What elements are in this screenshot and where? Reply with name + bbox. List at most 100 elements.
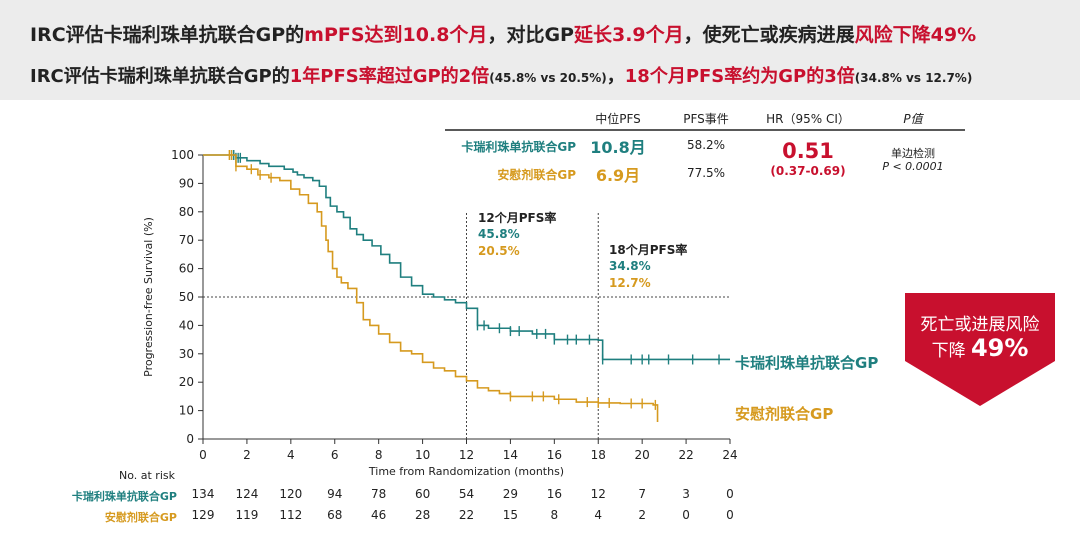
col-header-p: P值	[903, 112, 923, 126]
line2-segment-3: ，	[606, 66, 625, 87]
line1-segment-3: 延长3.9个月	[573, 24, 684, 46]
header-line-2: IRC评估卡瑞利珠单抗联合GP的1年PFS率超过GP的2倍(45.8% vs 2…	[30, 62, 972, 88]
risk-count-arm2: 0	[726, 508, 734, 522]
y-tick-label: 50	[179, 290, 194, 304]
x-tick-label: 2	[243, 448, 251, 462]
line2-segment-1: 1年PFS率超过GP的2倍	[289, 66, 490, 87]
risk-count-arm1: 120	[279, 487, 303, 501]
y-tick-label: 100	[171, 148, 194, 162]
hr-value: 0.51	[782, 139, 834, 163]
risk-arm2-name: 安慰剂联合GP	[104, 511, 177, 524]
line2-segment-4: 18个月PFS率约为GP的3倍	[624, 66, 855, 87]
table-arm2-median: 6.9月	[595, 166, 641, 185]
risk-count-arm1: 12	[590, 487, 606, 501]
table-arm1-median: 10.8月	[590, 138, 646, 157]
risk-count-arm2: 2	[638, 508, 646, 522]
risk-count-arm1: 7	[638, 487, 646, 501]
risk-count-arm2: 119	[235, 508, 259, 522]
x-tick-label: 6	[331, 448, 339, 462]
x-tick-label: 18	[591, 448, 606, 462]
hr-ci: (0.37-0.69)	[770, 164, 846, 178]
risk-count-arm1: 16	[546, 487, 562, 501]
annot-18m-arm1: 34.8%	[609, 259, 651, 273]
risk-count-arm2: 15	[502, 508, 519, 522]
x-tick-label: 20	[635, 448, 650, 462]
line2-segment-5: (34.8% vs 12.7%)	[854, 71, 973, 85]
x-tick-label: 16	[547, 448, 562, 462]
y-tick-label: 60	[179, 262, 194, 276]
y-tick-label: 90	[179, 176, 194, 190]
line1-segment-4: ，使死亡或疾病进展	[683, 24, 855, 46]
callout-line-2: 下降 49%	[932, 334, 1029, 362]
y-tick-label: 20	[179, 375, 194, 389]
risk-count-arm1: 0	[726, 487, 734, 501]
p-label: 单边检测	[891, 147, 935, 160]
callout-line-1: 死亡或进展风险	[920, 315, 1040, 335]
header-line-1: IRC评估卡瑞利珠单抗联合GP的mPFS达到10.8个月，对比GP延长3.9个月…	[30, 20, 976, 47]
line1-segment-2: ，对比GP	[487, 24, 574, 46]
km-curve-arm2	[203, 154, 659, 422]
risk-arm1-name: 卡瑞利珠单抗联合GP	[71, 490, 177, 503]
table-arm1-events: 58.2%	[686, 138, 726, 152]
x-tick-label: 10	[415, 448, 430, 462]
y-tick-label: 70	[179, 233, 194, 247]
callout-value: 49%	[970, 334, 1029, 362]
table-arm2-events: 77.5%	[686, 166, 726, 180]
line2-segment-2: (45.8% vs 20.5%)	[489, 71, 607, 85]
risk-reduction-callout: 死亡或进展风险 下降 49%	[905, 293, 1055, 406]
curve-label-arm2: 安慰剂联合GP	[735, 405, 834, 423]
y-axis-label: Progression-free Survival (%)	[142, 217, 155, 377]
x-tick-label: 14	[503, 448, 518, 462]
y-tick-label: 30	[179, 347, 194, 361]
risk-count-arm1: 29	[502, 487, 519, 501]
x-axis-label: Time from Randomization (months)	[368, 465, 564, 478]
risk-count-arm1: 94	[327, 487, 343, 501]
risk-count-arm2: 68	[327, 508, 343, 522]
risk-count-arm2: 112	[279, 508, 303, 522]
x-tick-label: 24	[722, 448, 737, 462]
line2-segment-0: IRC评估卡瑞利珠单抗联合GP的	[30, 66, 290, 87]
annot-18m-title: 18个月PFS率	[609, 243, 688, 257]
risk-count-arm1: 124	[235, 487, 259, 501]
table-arm1-name: 卡瑞利珠单抗联合GP	[461, 140, 576, 154]
curve-label-arm1: 卡瑞利珠单抗联合GP	[735, 354, 879, 372]
x-tick-label: 12	[459, 448, 474, 462]
risk-count-arm2: 46	[371, 508, 387, 522]
risk-count-arm2: 4	[594, 508, 603, 522]
y-tick-label: 0	[186, 432, 194, 446]
x-tick-label: 22	[678, 448, 693, 462]
callout-prefix: 下降	[931, 341, 966, 361]
line1-segment-0: IRC评估卡瑞利珠单抗联合GP的	[30, 24, 305, 46]
risk-count-arm2: 0	[682, 508, 690, 522]
x-tick-label: 4	[287, 448, 295, 462]
y-tick-label: 10	[179, 404, 194, 418]
risk-count-arm2: 28	[414, 508, 431, 522]
p-value: P < 0.0001	[882, 160, 944, 173]
annot-18m-arm2: 12.7%	[609, 276, 651, 290]
col-header-events: PFS事件	[683, 112, 729, 126]
line1-segment-1: mPFS达到10.8个月	[304, 24, 488, 46]
risk-count-arm2: 22	[458, 508, 475, 522]
annot-12m-arm1: 45.8%	[478, 227, 520, 241]
col-header-hr: HR（95% CI）	[766, 112, 850, 126]
down-arrow-shape	[905, 293, 1055, 406]
risk-count-arm1: 3	[682, 487, 690, 501]
line1-segment-5: 风险下降49%	[854, 24, 977, 46]
x-tick-label: 8	[375, 448, 383, 462]
annot-12m-title: 12个月PFS率	[478, 211, 557, 225]
risk-count-arm2: 129	[191, 508, 215, 522]
annot-12m-arm2: 20.5%	[478, 244, 520, 258]
risk-count-arm1: 134	[191, 487, 215, 501]
risk-count-arm1: 60	[414, 487, 431, 501]
risk-count-arm2: 8	[550, 508, 559, 522]
y-tick-label: 40	[179, 318, 194, 332]
risk-count-arm1: 78	[371, 487, 387, 501]
table-arm2-name: 安慰剂联合GP	[497, 168, 576, 182]
x-tick-label: 0	[199, 448, 207, 462]
risk-count-arm1: 54	[458, 487, 475, 501]
risk-table-title: No. at risk	[119, 469, 175, 482]
y-tick-label: 80	[179, 205, 194, 219]
header-banner: IRC评估卡瑞利珠单抗联合GP的mPFS达到10.8个月，对比GP延长3.9个月…	[0, 0, 1080, 100]
col-header-median: 中位PFS	[595, 112, 641, 126]
